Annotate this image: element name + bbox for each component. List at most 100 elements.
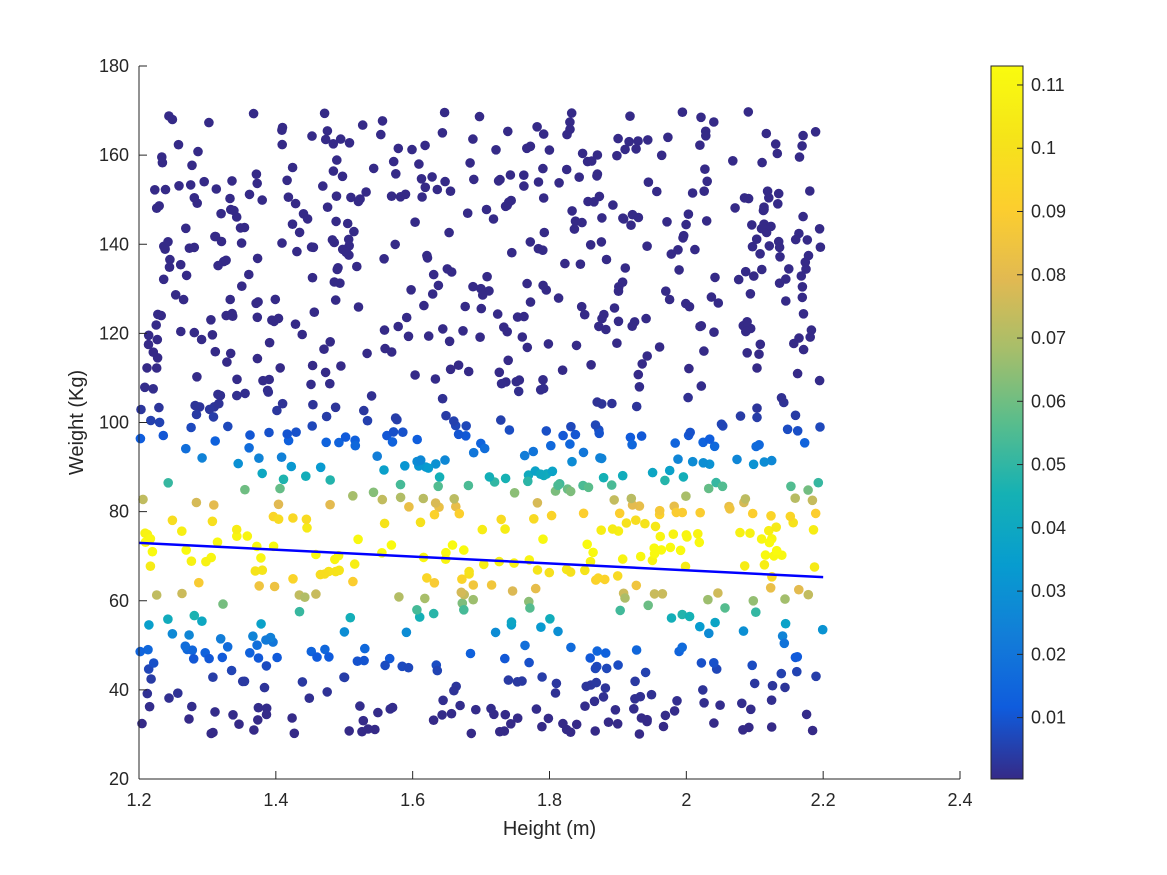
data-point bbox=[462, 208, 473, 218]
data-point bbox=[479, 559, 489, 570]
data-point bbox=[221, 255, 231, 266]
data-point bbox=[547, 466, 558, 477]
data-point bbox=[585, 653, 595, 663]
data-point bbox=[385, 704, 396, 714]
data-point bbox=[151, 320, 161, 330]
data-point bbox=[276, 452, 287, 463]
data-point bbox=[641, 313, 651, 324]
data-point bbox=[495, 174, 505, 185]
data-point bbox=[339, 627, 350, 637]
data-point bbox=[412, 434, 423, 445]
data-point bbox=[232, 390, 242, 401]
data-point bbox=[663, 132, 673, 143]
data-point bbox=[302, 214, 313, 224]
data-point bbox=[468, 134, 478, 144]
colorbar-tick-label: 0.02 bbox=[1031, 644, 1066, 664]
data-point bbox=[537, 672, 547, 682]
data-point bbox=[539, 227, 550, 238]
data-point bbox=[430, 374, 441, 384]
data-point bbox=[815, 242, 826, 252]
data-point bbox=[431, 459, 441, 469]
data-point bbox=[677, 107, 688, 117]
data-point bbox=[538, 375, 548, 385]
data-point bbox=[772, 148, 783, 159]
data-point bbox=[699, 186, 709, 196]
data-point bbox=[792, 666, 802, 677]
data-point bbox=[232, 531, 242, 541]
data-point bbox=[593, 573, 603, 583]
data-point bbox=[716, 419, 727, 430]
data-point bbox=[444, 227, 454, 238]
data-point bbox=[181, 223, 191, 234]
data-point bbox=[476, 303, 487, 314]
data-point bbox=[780, 594, 790, 604]
data-point bbox=[600, 683, 611, 693]
colorbar-tick-label: 0.05 bbox=[1031, 455, 1066, 475]
data-point bbox=[186, 422, 196, 433]
data-point bbox=[740, 266, 751, 277]
data-point bbox=[207, 516, 218, 527]
data-point bbox=[749, 271, 759, 281]
data-point bbox=[580, 701, 590, 711]
data-point bbox=[696, 658, 707, 668]
data-point bbox=[671, 507, 682, 518]
data-point bbox=[144, 701, 155, 712]
data-point bbox=[699, 698, 709, 708]
data-point bbox=[319, 108, 330, 119]
data-point bbox=[505, 170, 516, 180]
data-point bbox=[189, 242, 200, 253]
data-point bbox=[177, 526, 187, 536]
data-point bbox=[794, 584, 804, 595]
data-point bbox=[459, 545, 469, 555]
colorbar: 0.01 0.02 0.03 0.04 0.05 0.06 0.07 0.08 0.09 0.1 0… bbox=[990, 65, 1066, 780]
data-point bbox=[390, 239, 401, 250]
colorbar-tick-label: 0.03 bbox=[1031, 581, 1066, 601]
data-point bbox=[503, 126, 513, 137]
data-point bbox=[321, 437, 332, 448]
data-point bbox=[577, 217, 587, 228]
data-point bbox=[642, 241, 652, 251]
data-point bbox=[617, 470, 628, 481]
data-point bbox=[358, 715, 369, 726]
data-point bbox=[499, 322, 509, 333]
data-point bbox=[503, 675, 514, 685]
data-point bbox=[626, 493, 637, 504]
data-point bbox=[814, 224, 825, 234]
data-point bbox=[191, 409, 202, 420]
data-point bbox=[215, 634, 226, 644]
data-point bbox=[197, 453, 207, 463]
data-point bbox=[789, 338, 799, 349]
data-point bbox=[215, 390, 226, 401]
data-point bbox=[509, 488, 520, 498]
data-point bbox=[441, 410, 451, 421]
data-point bbox=[683, 392, 693, 403]
data-point bbox=[606, 480, 617, 490]
data-point bbox=[704, 434, 715, 445]
data-point bbox=[343, 234, 354, 245]
data-point bbox=[344, 726, 355, 736]
data-point bbox=[807, 725, 818, 736]
data-point bbox=[758, 205, 769, 216]
data-point bbox=[336, 361, 346, 371]
data-point bbox=[151, 590, 162, 600]
data-point bbox=[210, 707, 220, 717]
data-point bbox=[163, 478, 173, 488]
data-point bbox=[403, 662, 414, 673]
data-point bbox=[359, 405, 369, 416]
data-point bbox=[738, 725, 748, 735]
data-point bbox=[213, 260, 223, 271]
data-point bbox=[236, 238, 247, 248]
y-tick-label: 100 bbox=[99, 413, 129, 433]
data-point bbox=[232, 374, 242, 385]
data-point bbox=[332, 155, 342, 165]
data-point bbox=[297, 677, 308, 687]
data-point bbox=[767, 680, 778, 691]
data-point bbox=[418, 493, 429, 504]
data-point bbox=[541, 426, 552, 436]
data-point bbox=[538, 129, 549, 139]
data-point bbox=[807, 495, 818, 506]
data-point bbox=[524, 657, 534, 668]
data-point bbox=[607, 398, 617, 409]
data-point bbox=[272, 405, 282, 416]
data-point bbox=[633, 212, 644, 223]
